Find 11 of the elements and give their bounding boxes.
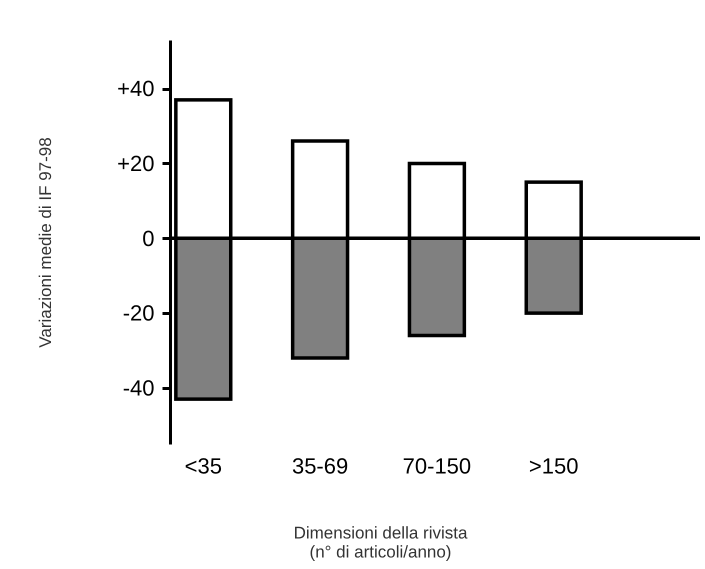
y-tick-label: -40 <box>122 375 154 400</box>
y-tick-label: 0 <box>142 226 154 251</box>
x-tick-label: 70-150 <box>402 454 472 478</box>
x-tick-label: <35 <box>184 454 222 478</box>
y-tick-label: +20 <box>117 150 154 176</box>
y-axis-title: Variazioni medie di IF 97-98 <box>36 137 56 348</box>
y-tick-label: +40 <box>117 76 154 102</box>
x-tick-label: 35-69 <box>292 454 348 478</box>
y-tick-label: -20 <box>122 300 154 326</box>
x-tick-label: >150 <box>528 454 578 478</box>
x-axis-title: Dimensioni della rivista (n° di articoli/anno) <box>294 524 468 562</box>
